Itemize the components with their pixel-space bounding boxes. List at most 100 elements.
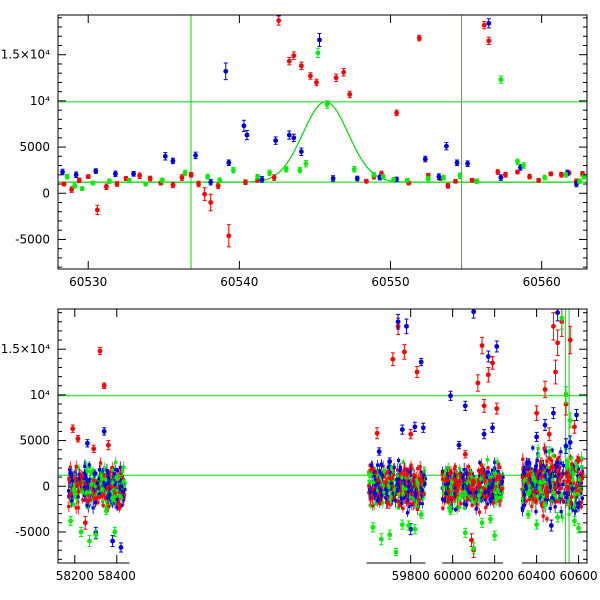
band-point [422, 473, 426, 477]
band-point [408, 470, 412, 474]
band-point [542, 470, 546, 474]
data-point [492, 533, 498, 538]
data-point [370, 524, 376, 530]
band-point [82, 485, 86, 489]
band-point [478, 493, 482, 497]
band-point [566, 462, 570, 466]
band-point [557, 485, 561, 489]
data-point [485, 372, 491, 378]
band-point [577, 492, 581, 497]
band-point [496, 462, 500, 466]
band-point [378, 476, 383, 480]
band-point [471, 487, 475, 492]
y-tick-label: 10⁴ [30, 94, 50, 108]
bottom-panel: 58200 58400 59800 60000 60200 60400 60600 -5000… [1, 308, 598, 583]
band-point [96, 479, 100, 483]
band-point [520, 496, 525, 500]
band-point [535, 499, 539, 503]
band-point [423, 477, 427, 481]
band-point [489, 500, 493, 504]
band-point [527, 497, 531, 502]
band-point [463, 490, 467, 494]
band-point [570, 462, 574, 466]
y-tick-label: -5000 [15, 525, 50, 539]
band-point [368, 472, 372, 476]
data-point [106, 178, 112, 184]
band-point [454, 473, 458, 477]
data-point [162, 153, 168, 159]
band-point [396, 474, 400, 478]
band-point [99, 461, 103, 465]
band-point [89, 483, 93, 487]
band-point [523, 477, 527, 481]
band-point [542, 446, 546, 450]
band-point [108, 493, 112, 497]
band-point [472, 481, 477, 485]
band-point [456, 491, 461, 495]
band-point [562, 480, 566, 484]
data-point [399, 427, 405, 433]
data-point [404, 177, 410, 183]
data-point [84, 440, 90, 446]
band-point [554, 481, 558, 485]
band-point [393, 497, 397, 501]
data-point [542, 175, 548, 180]
data-point [399, 522, 405, 528]
band-point [454, 479, 458, 484]
band-point [545, 477, 550, 481]
data-point [103, 184, 109, 190]
data-point [223, 68, 229, 74]
band-point [460, 487, 464, 491]
band-point [472, 499, 476, 504]
band-point [376, 478, 380, 483]
band-point [485, 458, 489, 462]
band-point [387, 478, 391, 483]
data-point [515, 169, 520, 175]
band-point [521, 467, 525, 471]
band-point [527, 477, 532, 481]
band-point [580, 496, 585, 500]
band-point [487, 478, 492, 482]
data-point [273, 138, 279, 144]
band-point [106, 476, 111, 481]
band-point [551, 490, 555, 495]
band-point [414, 500, 418, 504]
band-point [97, 486, 101, 490]
band-point [442, 484, 446, 488]
band-point [68, 493, 72, 497]
band-point [389, 495, 393, 499]
data-point [469, 177, 475, 183]
band-point [484, 490, 488, 494]
band-point [522, 493, 526, 497]
band-point [495, 460, 499, 464]
data-point [324, 102, 330, 107]
band-point [396, 499, 400, 503]
data-point [255, 174, 260, 180]
band-point [556, 491, 560, 495]
band-point [386, 482, 390, 487]
band-point [492, 489, 497, 494]
band-point [486, 470, 490, 474]
data-point [542, 422, 548, 428]
band-point [383, 474, 387, 478]
band-point [541, 468, 545, 472]
band-point [559, 493, 563, 498]
band-point [112, 487, 116, 491]
band-point [576, 467, 581, 471]
band-point [417, 498, 421, 502]
data-point [82, 520, 88, 526]
data-point [376, 449, 382, 454]
data-point [60, 169, 65, 175]
band-point [81, 478, 85, 483]
band-point [545, 517, 549, 521]
band-point [449, 487, 453, 491]
band-point [462, 467, 466, 472]
data-point [414, 369, 420, 375]
band-point [545, 486, 549, 490]
band-point [557, 465, 561, 470]
band-point [112, 495, 116, 499]
data-point [536, 177, 542, 183]
band-point [569, 495, 574, 499]
data-point [112, 529, 118, 535]
band-point [367, 485, 371, 489]
